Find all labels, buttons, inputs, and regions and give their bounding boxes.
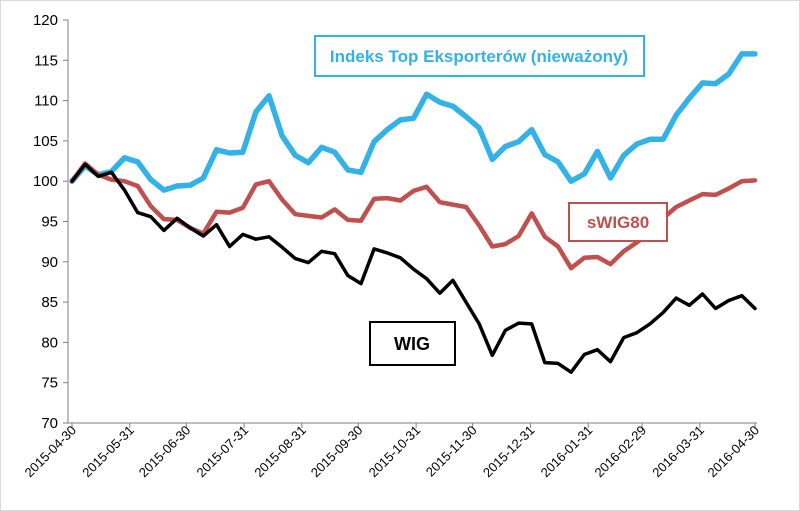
x-tick-label: 2016-02-29	[592, 423, 650, 481]
y-tick-label: 115	[34, 52, 58, 69]
x-tick-label: 2015-11-30	[423, 423, 480, 480]
annotation-top-eksporterow: Indeks Top Eksporterów (nieważony)	[330, 47, 628, 66]
series-annotations: Indeks Top Eksporterów (nieważony) sWIG8…	[314, 35, 668, 366]
x-tick-label: 2015-10-31	[366, 423, 424, 481]
annotation-box-top-eksporterow	[314, 35, 645, 77]
x-tick-label: 2016-04-30	[704, 423, 762, 481]
x-tick-label: 2015-09-30	[308, 423, 366, 481]
y-tick-label: 110	[34, 93, 58, 110]
series-line-top-eksporterow	[69, 51, 758, 193]
y-tick-label: 120	[33, 12, 58, 29]
y-tick-label: 75	[41, 375, 58, 392]
annotation-wig: WIG	[394, 334, 430, 354]
y-tick-labels: 70 75 80 85 90 95 100 105 110 115 120	[33, 12, 68, 432]
x-tick-label: 2016-01-31	[538, 423, 596, 481]
x-tick-label: 2015-08-31	[251, 423, 309, 481]
x-tick-label: 2015-06-30	[136, 423, 194, 481]
x-tick-label: 2016-03-31	[649, 423, 707, 481]
y-tick-label: 80	[41, 334, 58, 351]
x-tick-label: 2015-05-31	[79, 423, 137, 481]
series-line-wig	[70, 162, 757, 374]
annotation-swig80: sWIG80	[587, 213, 649, 232]
y-tick-label: 70	[41, 415, 58, 432]
y-tick-label: 100	[33, 173, 58, 190]
y-tick-label: 90	[41, 254, 58, 271]
annotation-box-wig	[369, 321, 456, 366]
x-tick-label: 2015-07-31	[194, 423, 252, 481]
y-tick-label: 85	[41, 294, 58, 311]
x-tick-label: 2015-12-31	[480, 423, 538, 481]
annotation-box-swig80	[568, 202, 668, 242]
y-tick-label: 95	[41, 214, 58, 231]
y-tick-label: 105	[33, 133, 58, 150]
